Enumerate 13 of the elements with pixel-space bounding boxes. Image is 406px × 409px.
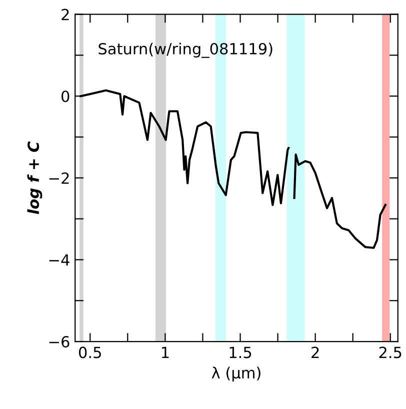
x-tick-label: 1 [162, 346, 169, 358]
y-tick-label: 0 [62, 90, 70, 102]
y-axis-title: log f + C [27, 141, 42, 214]
annotation: Saturn(w/ring_081119) [98, 42, 272, 58]
x-tick-label: 0.5 [78, 346, 101, 358]
x-tick-label: 1.5 [230, 346, 252, 358]
x-tick-label: 2 [312, 346, 319, 358]
y-tick-label: −2 [49, 172, 69, 184]
y-tick-label: 2 [62, 8, 69, 20]
y-tick-label: −4 [49, 254, 70, 266]
x-tick-label: 2.5 [379, 346, 402, 358]
y-tick-label: −6 [49, 336, 70, 348]
x-axis-title: λ (μm) [212, 366, 260, 382]
